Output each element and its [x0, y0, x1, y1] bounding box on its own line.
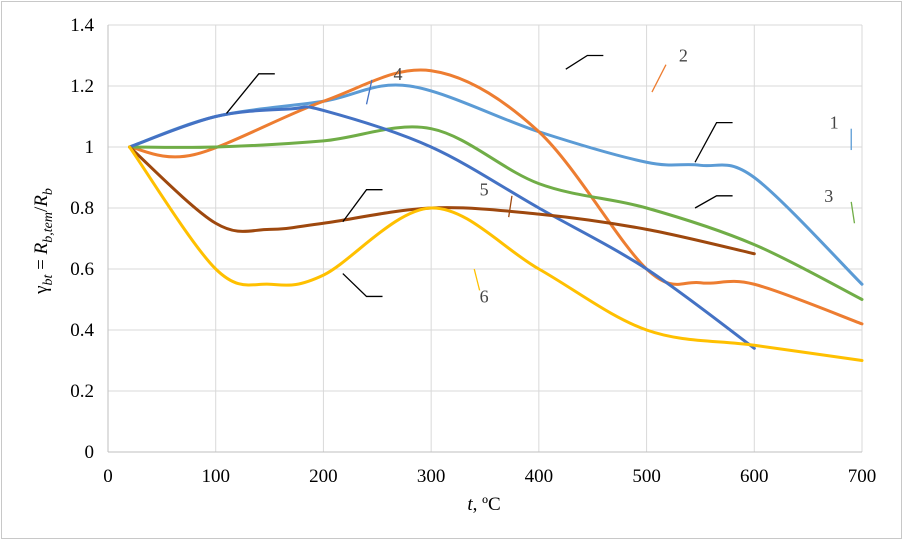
series-line-4	[128, 105, 756, 350]
series-lines	[128, 68, 864, 362]
callout-leader	[342, 273, 383, 298]
callout-label: 6	[480, 286, 489, 306]
x-tick-label: 300	[417, 466, 446, 487]
callout-label: 3	[824, 186, 833, 206]
x-tick-label: 600	[740, 466, 769, 487]
tick-labels: 0 0.2 0.4 0.6 0.8 1 1.2 1.4 0 100 200 300 400 500 600 7…	[70, 15, 876, 487]
x-axis-label-var: t	[467, 494, 473, 515]
callout-leader	[565, 54, 604, 70]
callout-label: 5	[480, 180, 489, 200]
gridlines	[108, 24, 863, 452]
callout-tick	[651, 64, 667, 93]
series-line-2	[128, 68, 864, 326]
series-line-5	[128, 145, 756, 256]
x-tick-label: 100	[201, 466, 230, 487]
y-tick-label: 1.2	[70, 76, 94, 97]
y-tick-label: 0	[85, 442, 95, 463]
x-tick-label: 500	[632, 466, 661, 487]
y-axis-label: γbt = Rb,tem/Rb	[31, 188, 56, 295]
callout-leader	[342, 189, 383, 223]
x-axis-label-unit: , ºC	[473, 494, 501, 515]
axes	[107, 25, 862, 453]
y-tick-label: 1	[85, 137, 95, 158]
x-tick-label: 200	[309, 466, 338, 487]
callout-leader	[694, 195, 733, 209]
y-tick-label: 1.4	[70, 15, 94, 36]
callout-tick	[365, 79, 373, 105]
callout-leader	[225, 73, 275, 114]
y-tick-label: 0.8	[70, 198, 94, 219]
x-axis-label: t, ºC	[467, 494, 500, 515]
callout-tick	[473, 268, 481, 291]
x-tick-label: 700	[848, 466, 877, 487]
callout-leader	[694, 121, 733, 163]
series-line-6	[128, 145, 864, 362]
y-tick-label: 0.4	[70, 320, 94, 341]
callout-label: 1	[830, 113, 839, 133]
series-line-3	[128, 125, 864, 301]
y-tick-label: 0.6	[70, 259, 94, 280]
x-tick-label: 0	[103, 466, 113, 487]
callout-tick	[508, 195, 513, 218]
callout-label: 2	[679, 46, 688, 66]
y-tick-label: 0.2	[70, 381, 94, 402]
series-callouts: 1 2 3 4 5 6	[225, 46, 856, 306]
callout-label: 4	[393, 64, 402, 84]
x-tick-label: 400	[525, 466, 554, 487]
callout-tick	[850, 201, 856, 224]
